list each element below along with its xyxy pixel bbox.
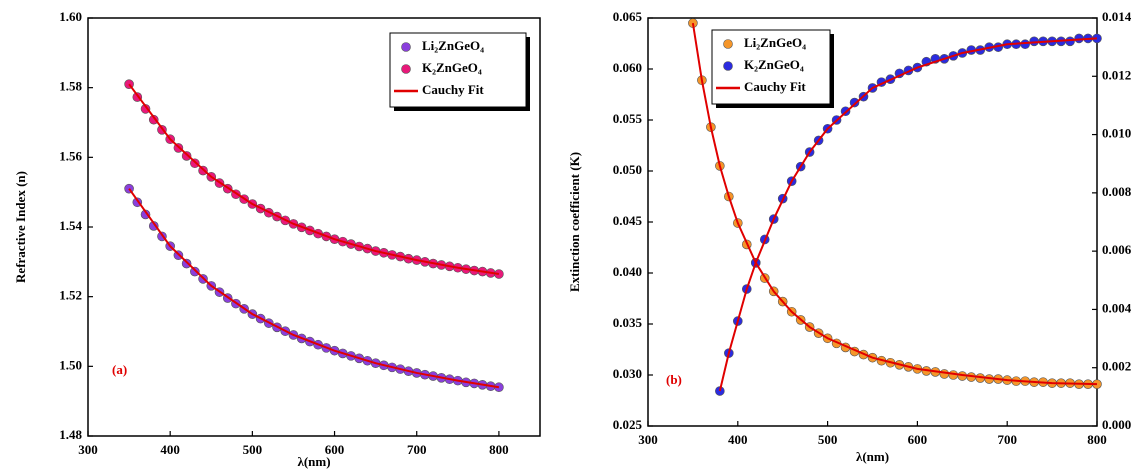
legend-label: K₂ZnGeO₄	[744, 57, 804, 72]
x-tick-label: 800	[1087, 432, 1107, 447]
legend-marker	[401, 42, 411, 52]
panel-label: (a)	[112, 362, 127, 377]
y2-tick-label: 0.014	[1102, 9, 1132, 24]
legend	[389, 32, 527, 108]
y2-tick-label: 0.004	[1102, 300, 1132, 315]
y-tick-label: 0.035	[613, 315, 643, 330]
y-axis-label: Refractive Index (n)	[13, 171, 28, 283]
legend-marker	[723, 39, 733, 49]
x-tick-label: 800	[489, 442, 509, 457]
data-point	[181, 151, 192, 161]
y2-tick-label: 0.008	[1102, 184, 1132, 199]
x-tick-label: 600	[908, 432, 928, 447]
y-tick-label: 1.60	[59, 9, 82, 24]
y-tick-label: 1.52	[59, 288, 82, 303]
y-tick-label: 0.065	[613, 9, 643, 24]
y2-tick-label: 0.006	[1102, 242, 1132, 257]
y2-tick-label: 0.012	[1102, 67, 1131, 82]
data-point	[181, 258, 192, 269]
y-tick-label: 1.50	[59, 357, 82, 372]
legend-marker	[401, 64, 411, 74]
legend-marker	[723, 61, 733, 71]
x-tick-label: 400	[160, 442, 180, 457]
fit-line	[128, 83, 500, 276]
fit-line	[128, 188, 500, 389]
x-tick-label: 300	[78, 442, 98, 457]
fit-line	[718, 37, 1098, 392]
legend-label: Li₂ZnGeO₄	[744, 35, 806, 50]
legend-label: K₂ZnGeO₄	[422, 60, 482, 75]
y2-tick-label: 0.010	[1102, 126, 1131, 141]
y-tick-label: 0.040	[613, 264, 642, 279]
y-tick-label: 0.045	[613, 213, 643, 228]
panel-label: (b)	[666, 372, 682, 387]
y-tick-label: 1.56	[59, 148, 82, 163]
x-axis-label: λ(nm)	[856, 449, 889, 464]
legend-label: Cauchy Fit	[422, 82, 484, 97]
y-axis-label: Extinction coefficient (K)	[567, 152, 582, 292]
x-tick-label: 700	[997, 432, 1017, 447]
data-point	[140, 104, 151, 114]
y-tick-label: 0.030	[613, 366, 642, 381]
y2-tick-label: 0.002	[1102, 359, 1131, 374]
x-tick-label: 500	[818, 432, 838, 447]
data-point	[849, 97, 860, 108]
y-tick-label: 1.48	[59, 427, 82, 442]
y-tick-label: 0.050	[613, 162, 642, 177]
fit-line	[691, 22, 1098, 386]
y-tick-label: 0.060	[613, 60, 642, 75]
x-axis-label: λ(nm)	[297, 454, 330, 469]
y2-tick-label: 0.000	[1102, 417, 1131, 432]
legend-label: Cauchy Fit	[744, 79, 806, 94]
legend-label: Li₂ZnGeO₄	[422, 38, 484, 53]
x-tick-label: 700	[407, 442, 427, 457]
x-tick-label: 500	[243, 442, 263, 457]
y-tick-label: 0.055	[613, 111, 643, 126]
y-tick-label: 1.54	[59, 218, 82, 233]
x-tick-label: 400	[728, 432, 748, 447]
x-tick-label: 300	[638, 432, 658, 447]
x-tick-label: 600	[325, 442, 345, 457]
y-tick-label: 1.58	[59, 79, 82, 94]
data-point	[148, 114, 159, 125]
data-point	[190, 266, 200, 277]
y-tick-label: 0.025	[613, 417, 643, 432]
